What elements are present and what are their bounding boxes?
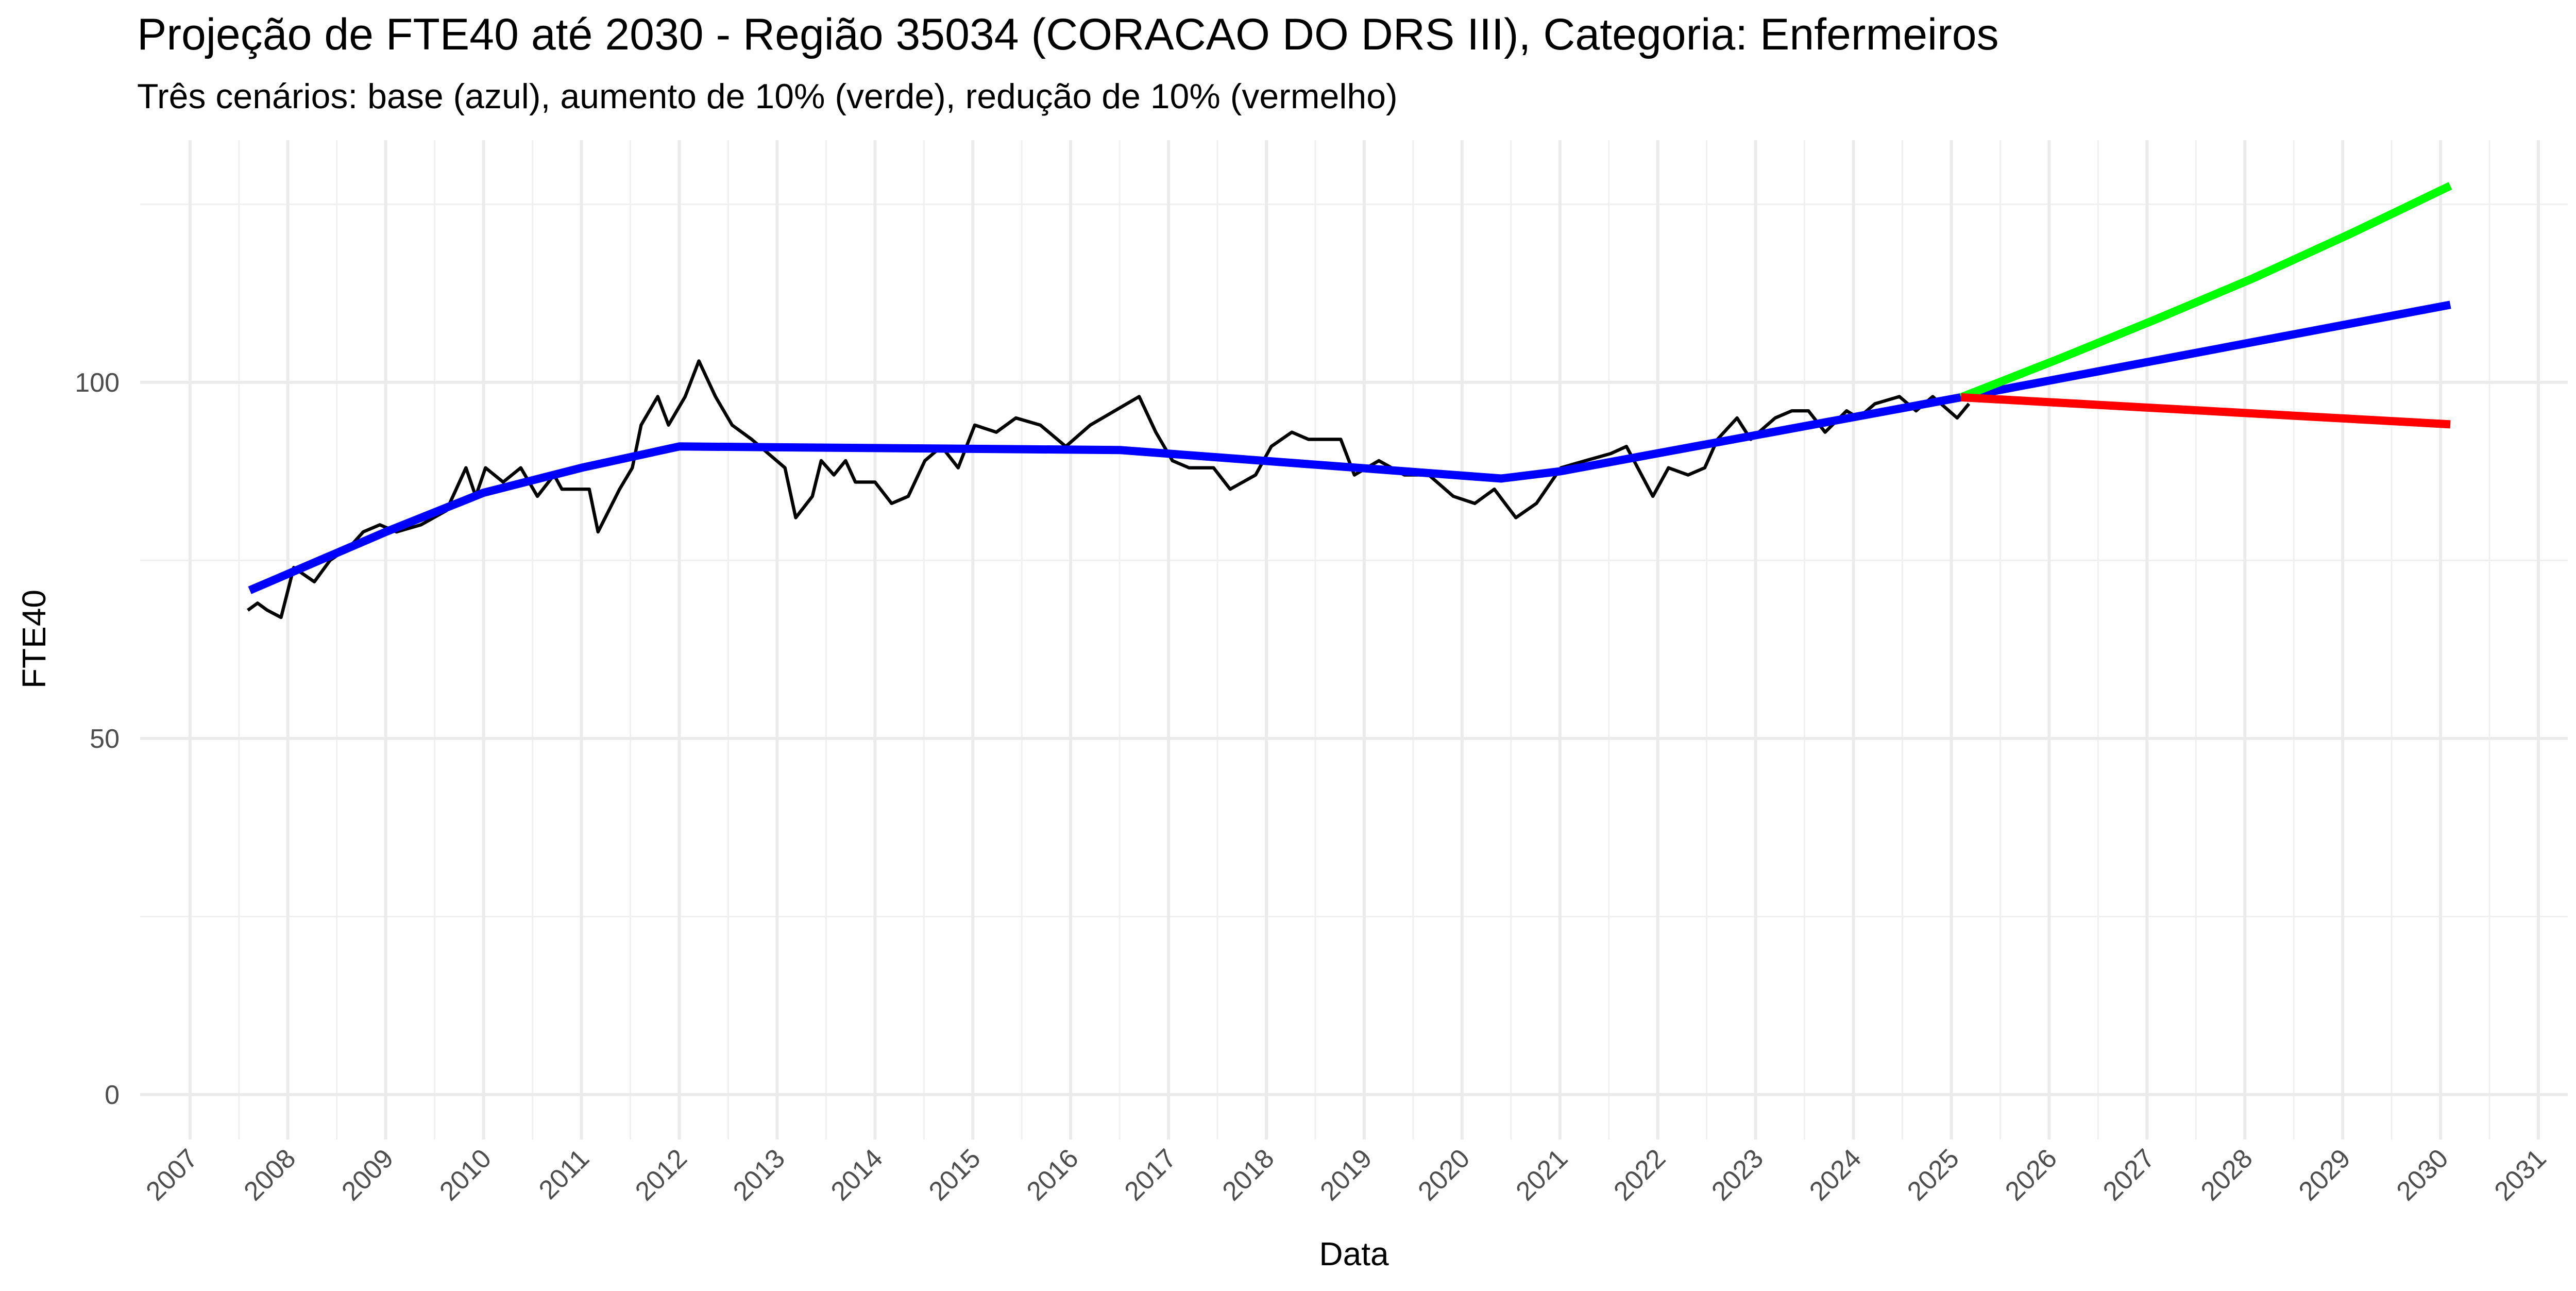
x-tick-label: 2015 bbox=[923, 1143, 987, 1206]
x-axis-title: Data bbox=[1319, 1235, 1389, 1272]
y-tick-label: 100 bbox=[75, 368, 120, 398]
chart-title: Projeção de FTE40 até 2030 - Região 3503… bbox=[137, 10, 1999, 59]
chart-subtitle: Três cenários: base (azul), aumento de 1… bbox=[137, 77, 1398, 116]
y-axis-title: FTE40 bbox=[15, 590, 53, 689]
series-line bbox=[1961, 393, 2451, 429]
x-tick-label: 2010 bbox=[434, 1143, 497, 1206]
x-tick-label: 2017 bbox=[1119, 1143, 1182, 1206]
x-tick-label: 2009 bbox=[336, 1143, 399, 1206]
series-line bbox=[1959, 182, 2452, 401]
x-tick-label: 2027 bbox=[2097, 1143, 2161, 1206]
x-tick-label: 2024 bbox=[1804, 1143, 1867, 1206]
x-tick-label: 2012 bbox=[630, 1143, 693, 1206]
x-tick-label: 2014 bbox=[825, 1143, 889, 1206]
series-line bbox=[248, 300, 2451, 594]
x-tick-label: 2022 bbox=[1608, 1143, 1671, 1206]
x-tick-label: 2008 bbox=[238, 1143, 301, 1206]
series-line bbox=[247, 359, 1971, 619]
grid bbox=[140, 140, 2568, 1139]
x-tick-label: 2021 bbox=[1510, 1143, 1573, 1206]
x-tick-label: 2011 bbox=[533, 1143, 595, 1205]
x-tick-label: 2029 bbox=[2293, 1143, 2357, 1206]
y-tick-label: 0 bbox=[105, 1080, 120, 1110]
x-tick-label: 2020 bbox=[1413, 1143, 1476, 1206]
x-tick-label: 2007 bbox=[141, 1143, 204, 1206]
x-tick-label: 2023 bbox=[1706, 1143, 1769, 1206]
x-tick-label: 2031 bbox=[2489, 1143, 2552, 1206]
x-tick-label: 2016 bbox=[1021, 1143, 1084, 1206]
lines bbox=[247, 182, 2452, 619]
x-tick-label: 2026 bbox=[1999, 1143, 2063, 1206]
x-tick-label: 2018 bbox=[1217, 1143, 1280, 1206]
x-tick-label: 2013 bbox=[727, 1143, 791, 1206]
y-tick-label: 50 bbox=[90, 724, 120, 754]
x-tick-label: 2028 bbox=[2195, 1143, 2259, 1206]
x-tick-label: 2030 bbox=[2391, 1143, 2454, 1206]
tick-labels: 0 50 100 2007 2008 2009 2010 2011 2012 2013 2014 20… bbox=[75, 368, 2552, 1206]
x-tick-label: 2019 bbox=[1315, 1143, 1378, 1206]
x-tick-label: 2025 bbox=[1902, 1143, 1965, 1206]
